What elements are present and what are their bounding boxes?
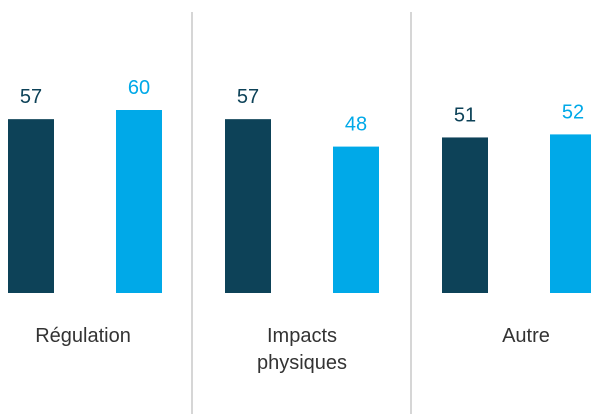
category-labels: Régulation Impacts physiques Autre [35,325,550,374]
value-labels: 57 60 57 48 51 52 [20,77,584,136]
data-label: 51 [454,104,476,126]
data-label: 57 [20,86,42,108]
bar [8,119,54,294]
bar [442,137,488,293]
bar-group [8,110,591,294]
bar [225,119,271,294]
bar [550,134,591,293]
data-label: 60 [128,77,150,99]
category-label: Impacts [267,325,337,347]
data-label: 52 [562,101,584,123]
data-label: 57 [237,86,259,108]
bar [333,146,379,293]
bar [116,110,162,293]
category-label: Autre [502,325,550,347]
category-label: Régulation [35,325,131,347]
data-label: 48 [345,114,367,136]
category-label: physiques [257,352,347,374]
